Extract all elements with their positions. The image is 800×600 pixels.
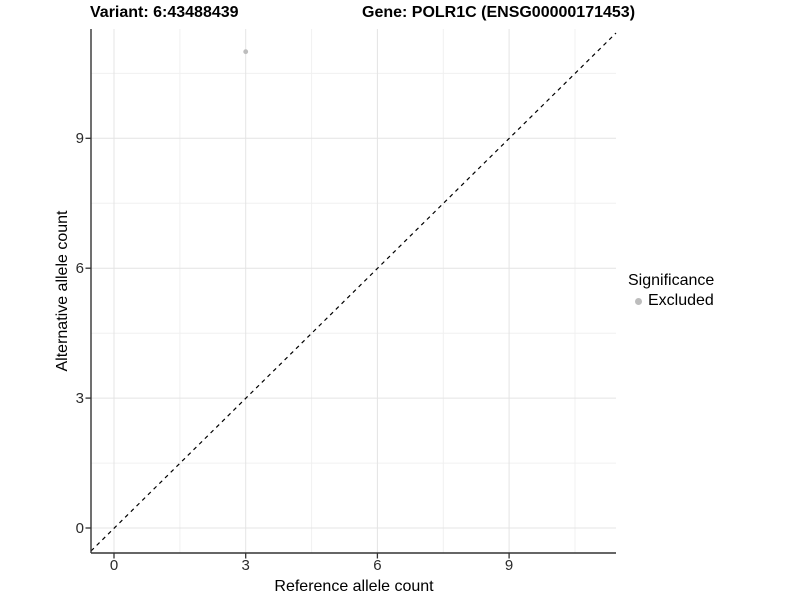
variant-title: Variant: 6:43488439 — [90, 4, 239, 21]
excluded-dot-icon — [634, 297, 642, 305]
y-axis-ticks — [85, 137, 91, 529]
y-axis-title: Alternative allele count — [54, 210, 71, 372]
legend: Significance Excluded — [628, 271, 714, 311]
x-tick-label-9: 9 — [504, 557, 514, 574]
legend-key — [628, 291, 648, 311]
panel-grid-minor — [91, 29, 616, 553]
y-tick-label-3: 3 — [75, 390, 84, 407]
gene-title: Gene: POLR1C (ENSG00000171453) — [362, 4, 636, 21]
identity-reference-line — [90, 32, 617, 552]
x-tick-label-3: 3 — [241, 557, 250, 574]
legend-item-excluded: Excluded — [628, 291, 714, 311]
y-tick-label-6: 6 — [75, 260, 84, 277]
panel-grid-major — [91, 29, 616, 553]
legend-item-label: Excluded — [648, 292, 714, 309]
x-axis-ticks — [113, 553, 510, 559]
y-tick-label-9: 9 — [75, 130, 84, 147]
x-axis-title: Reference allele count — [274, 578, 434, 595]
x-tick-label-6: 6 — [373, 557, 382, 574]
data-point-excluded — [243, 49, 249, 55]
legend-title: Significance — [628, 272, 715, 289]
y-tick-label-0: 0 — [75, 520, 84, 537]
x-tick-label-0: 0 — [109, 557, 119, 574]
